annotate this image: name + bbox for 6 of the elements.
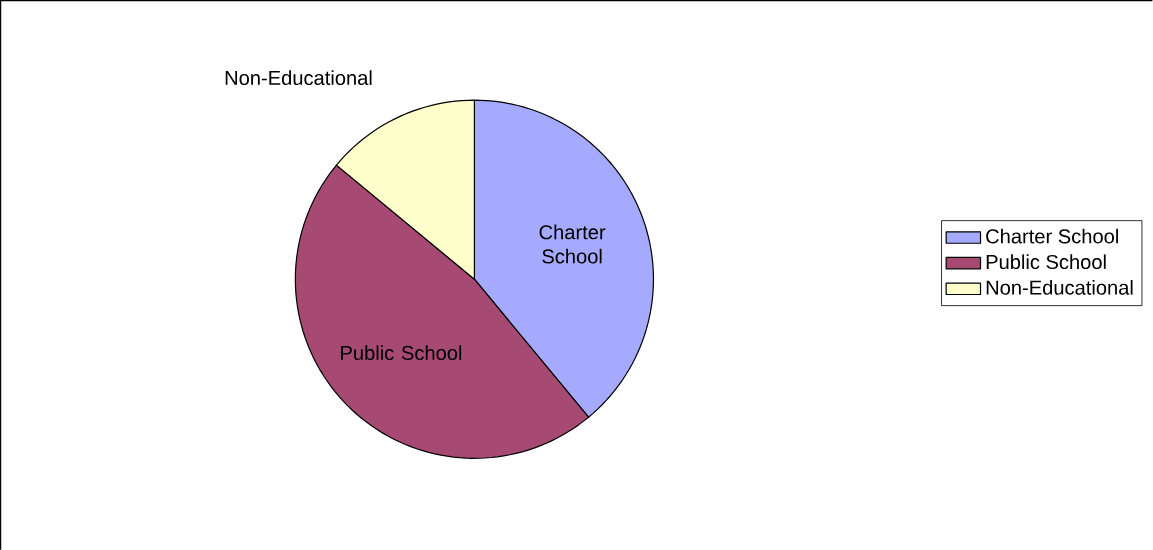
slice-label: Public School [341,345,462,360]
slice-label: Charter School [539,224,606,264]
legend-label: Public School [986,254,1106,269]
legend-label: Charter School [986,228,1118,244]
legend-label: Non-Educational [986,279,1133,295]
slice-label: Non-Educational [225,70,372,85]
